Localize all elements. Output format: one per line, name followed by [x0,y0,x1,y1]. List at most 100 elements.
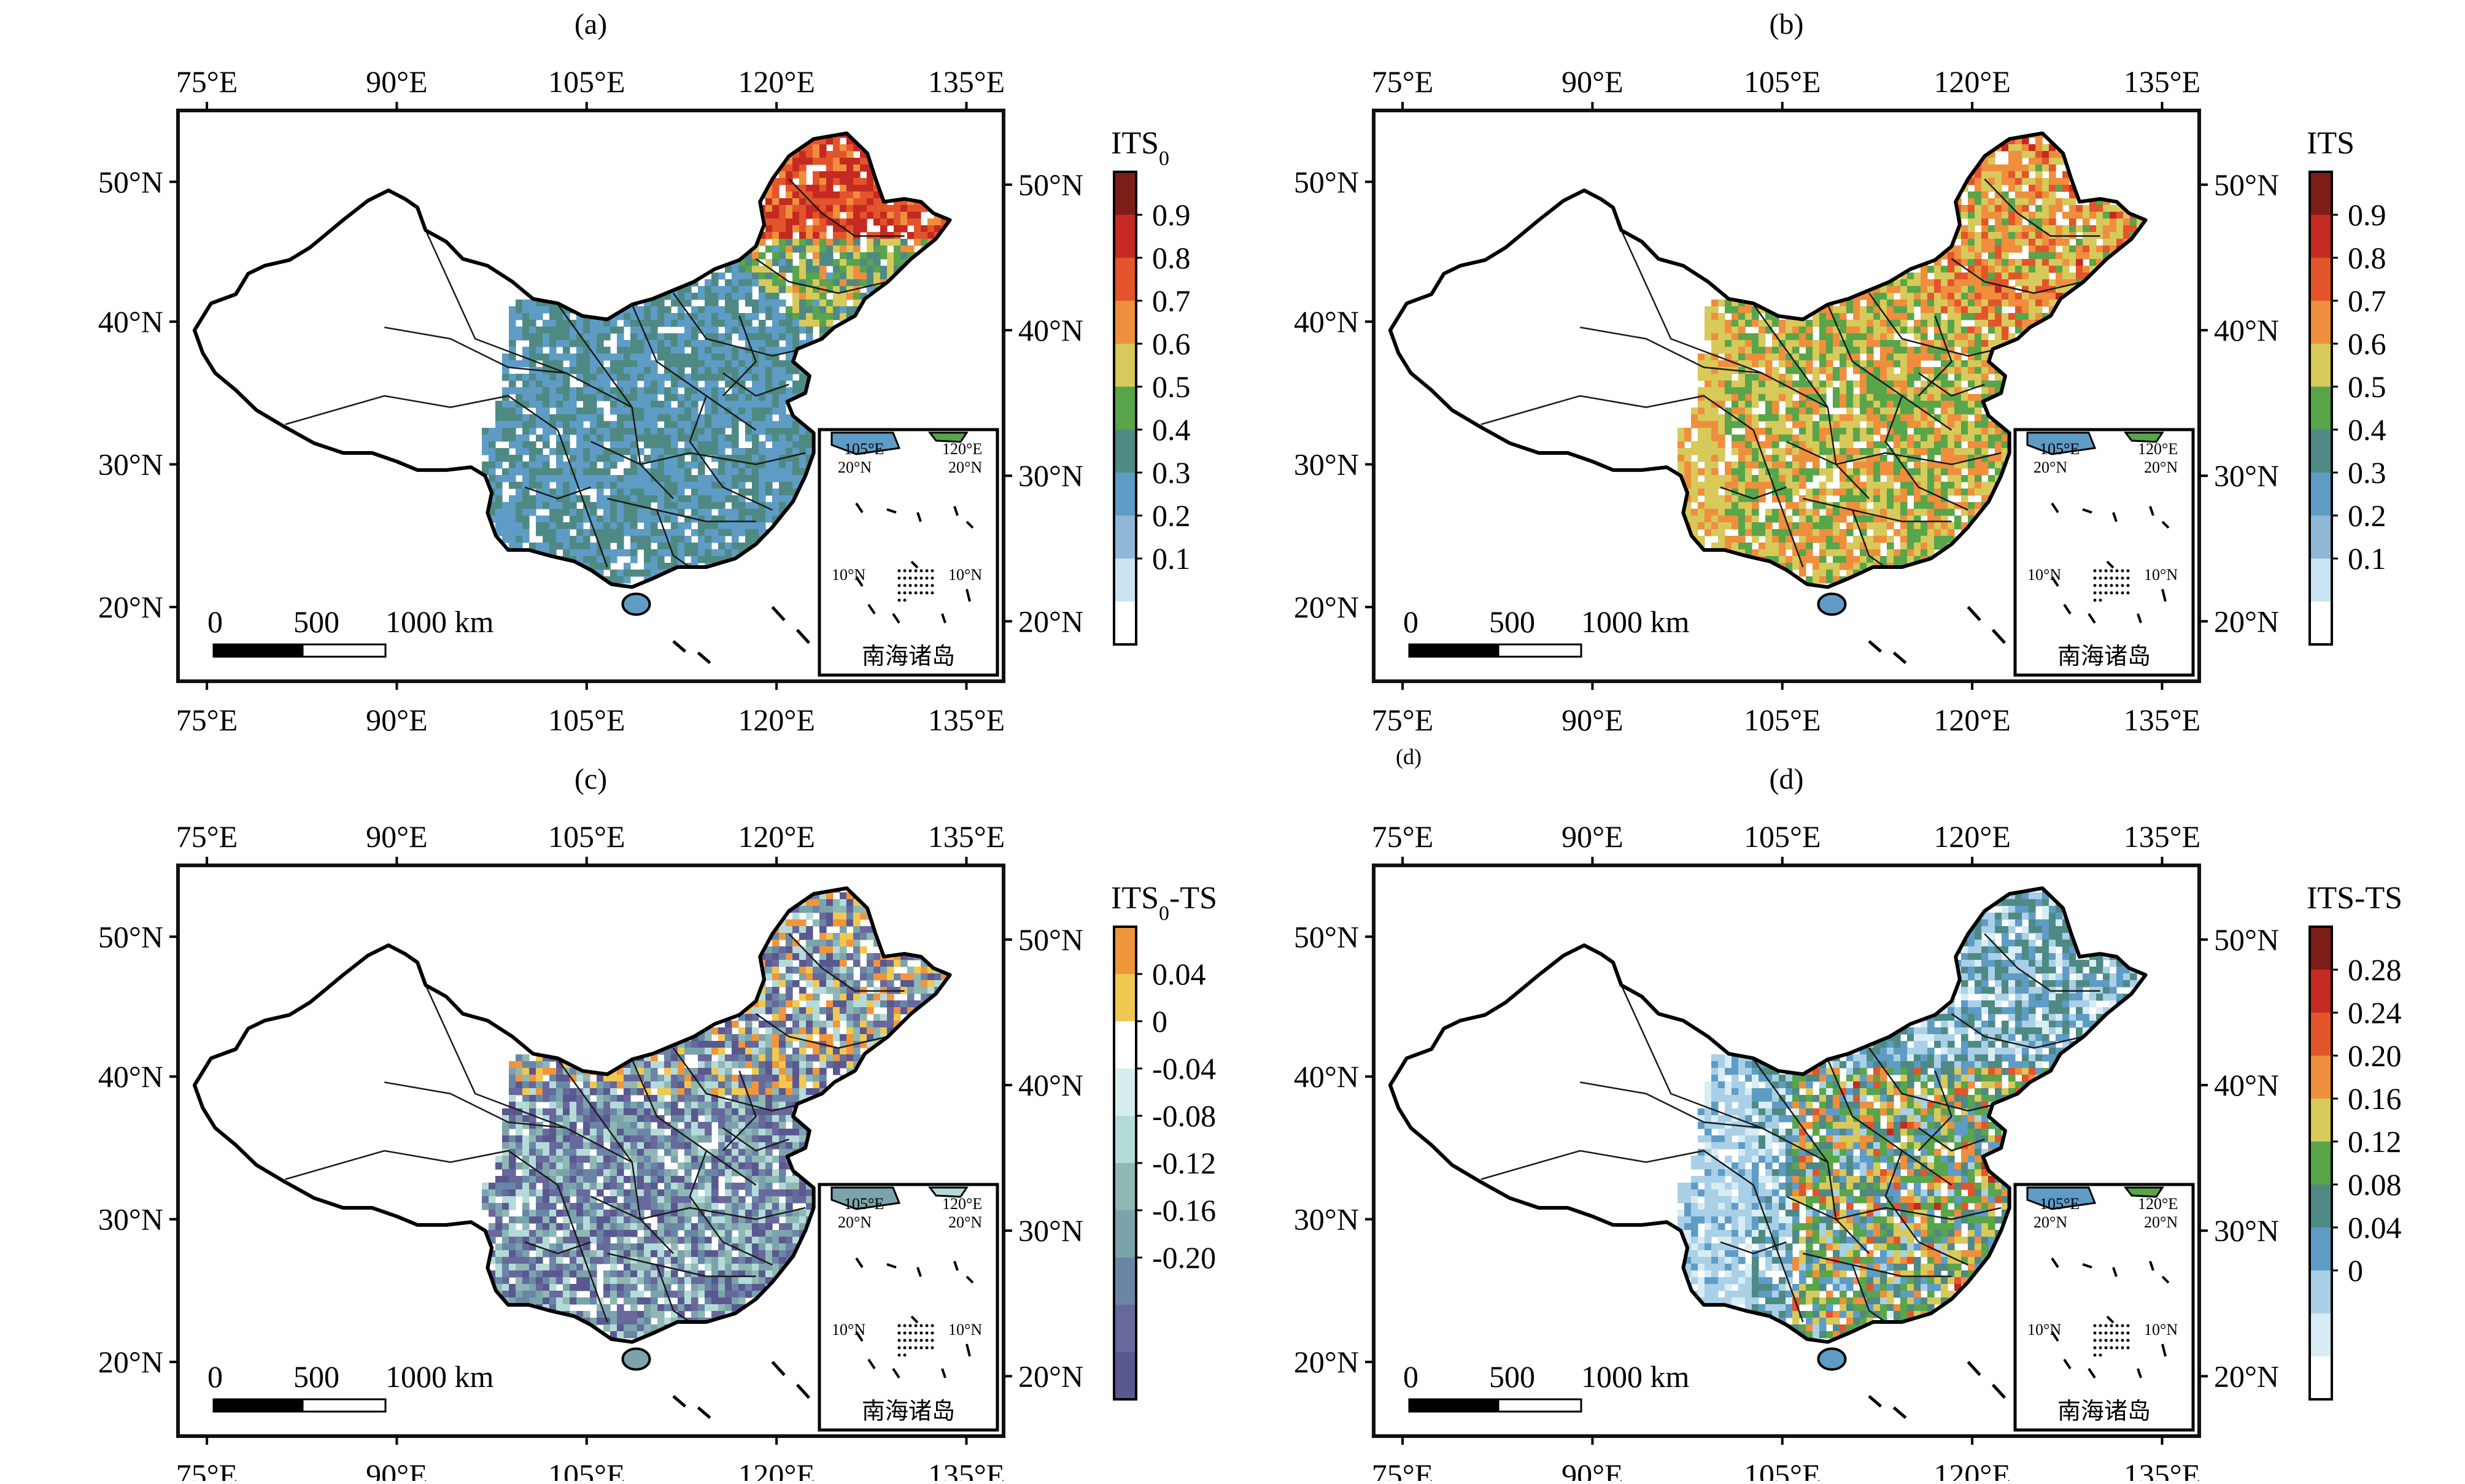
data-cell [1981,171,1989,179]
data-cell [597,448,604,455]
inset-island-dot [931,577,934,580]
data-cell [711,441,719,449]
data-cell [846,252,854,260]
data-cell [765,327,773,334]
data-cell [826,158,834,165]
data-cell [786,205,793,212]
data-cell [813,272,820,280]
data-cell [725,455,732,462]
data-cell [759,516,766,523]
data-cell [2042,212,2049,219]
data-cell [2103,245,2110,253]
data-cell [2008,151,2016,158]
data-cell [867,198,874,206]
data-cell [765,306,773,314]
data-cell [1988,164,1995,172]
data-cell [833,245,840,253]
data-cell [799,212,807,219]
data-cell [502,408,509,415]
data-cell [583,543,590,550]
data-cell [2069,205,2076,212]
data-cell [509,421,516,428]
data-cell [711,286,719,293]
inset-island-dot [920,584,923,587]
data-cell [2035,151,2043,158]
data-cell [495,522,503,530]
data-cell [698,374,705,381]
data-cell [846,198,854,206]
data-cell [1968,218,1975,226]
data-cell [792,225,800,233]
data-cell [630,320,638,327]
data-cell [711,428,719,435]
data-cell [489,435,496,442]
data-cell [590,502,597,509]
data-cell [826,198,834,206]
data-cell [502,522,509,530]
data-cell [2015,259,2022,266]
data-cell [745,354,753,361]
data-cell [718,272,726,280]
data-cell [2008,232,2016,239]
data-cell [698,509,705,516]
data-cell [617,509,624,516]
data-cell [2116,218,2124,226]
data-cell [738,354,746,361]
data-cell [718,293,726,300]
data-cell [840,300,847,307]
data-cell [1995,198,2002,206]
data-cell [691,543,698,550]
data-cell [718,320,726,327]
data-cell [617,482,624,489]
data-cell [900,205,908,212]
data-cell [792,320,800,327]
data-cell [1981,205,1989,212]
data-cell [536,516,543,523]
data-cell [556,394,563,401]
data-cell [813,178,820,185]
data-cell [2083,205,2090,212]
data-cell [563,340,570,347]
data-cell [792,468,800,476]
data-cell [880,205,888,212]
data-cell [644,509,651,516]
data-cell [617,441,624,449]
data-cell [603,482,611,489]
data-cell [2008,259,2016,266]
data-cell [786,252,793,260]
data-cell [651,306,658,314]
data-cell [489,428,496,435]
data-cell [705,435,712,442]
data-cell [1968,239,1975,246]
data-cell [880,272,888,280]
data-cell [482,441,489,449]
data-cell [691,462,698,469]
inset-island-dot [909,577,912,580]
data-cell [570,360,577,368]
data-cell [2002,178,2009,185]
data-cell [813,320,820,327]
data-cell [644,489,651,496]
data-cell [529,502,536,509]
data-cell [718,414,726,422]
data-cell [711,313,719,320]
data-cell [711,374,719,381]
data-cell [657,374,665,381]
inset-island-dot [915,570,918,573]
data-cell [630,529,638,536]
data-cell [752,374,759,381]
data-cell [522,327,530,334]
data-cell [765,245,773,253]
data-cell [576,462,584,469]
data-cell [522,509,530,516]
data-cell [738,374,746,381]
data-cell [732,300,739,307]
data-cell [651,401,658,408]
data-cell [509,468,516,476]
data-cell [1968,205,1975,212]
data-cell [2096,225,2103,233]
data-cell [2015,225,2022,233]
data-cell [691,408,698,415]
data-cell [2022,178,2029,185]
